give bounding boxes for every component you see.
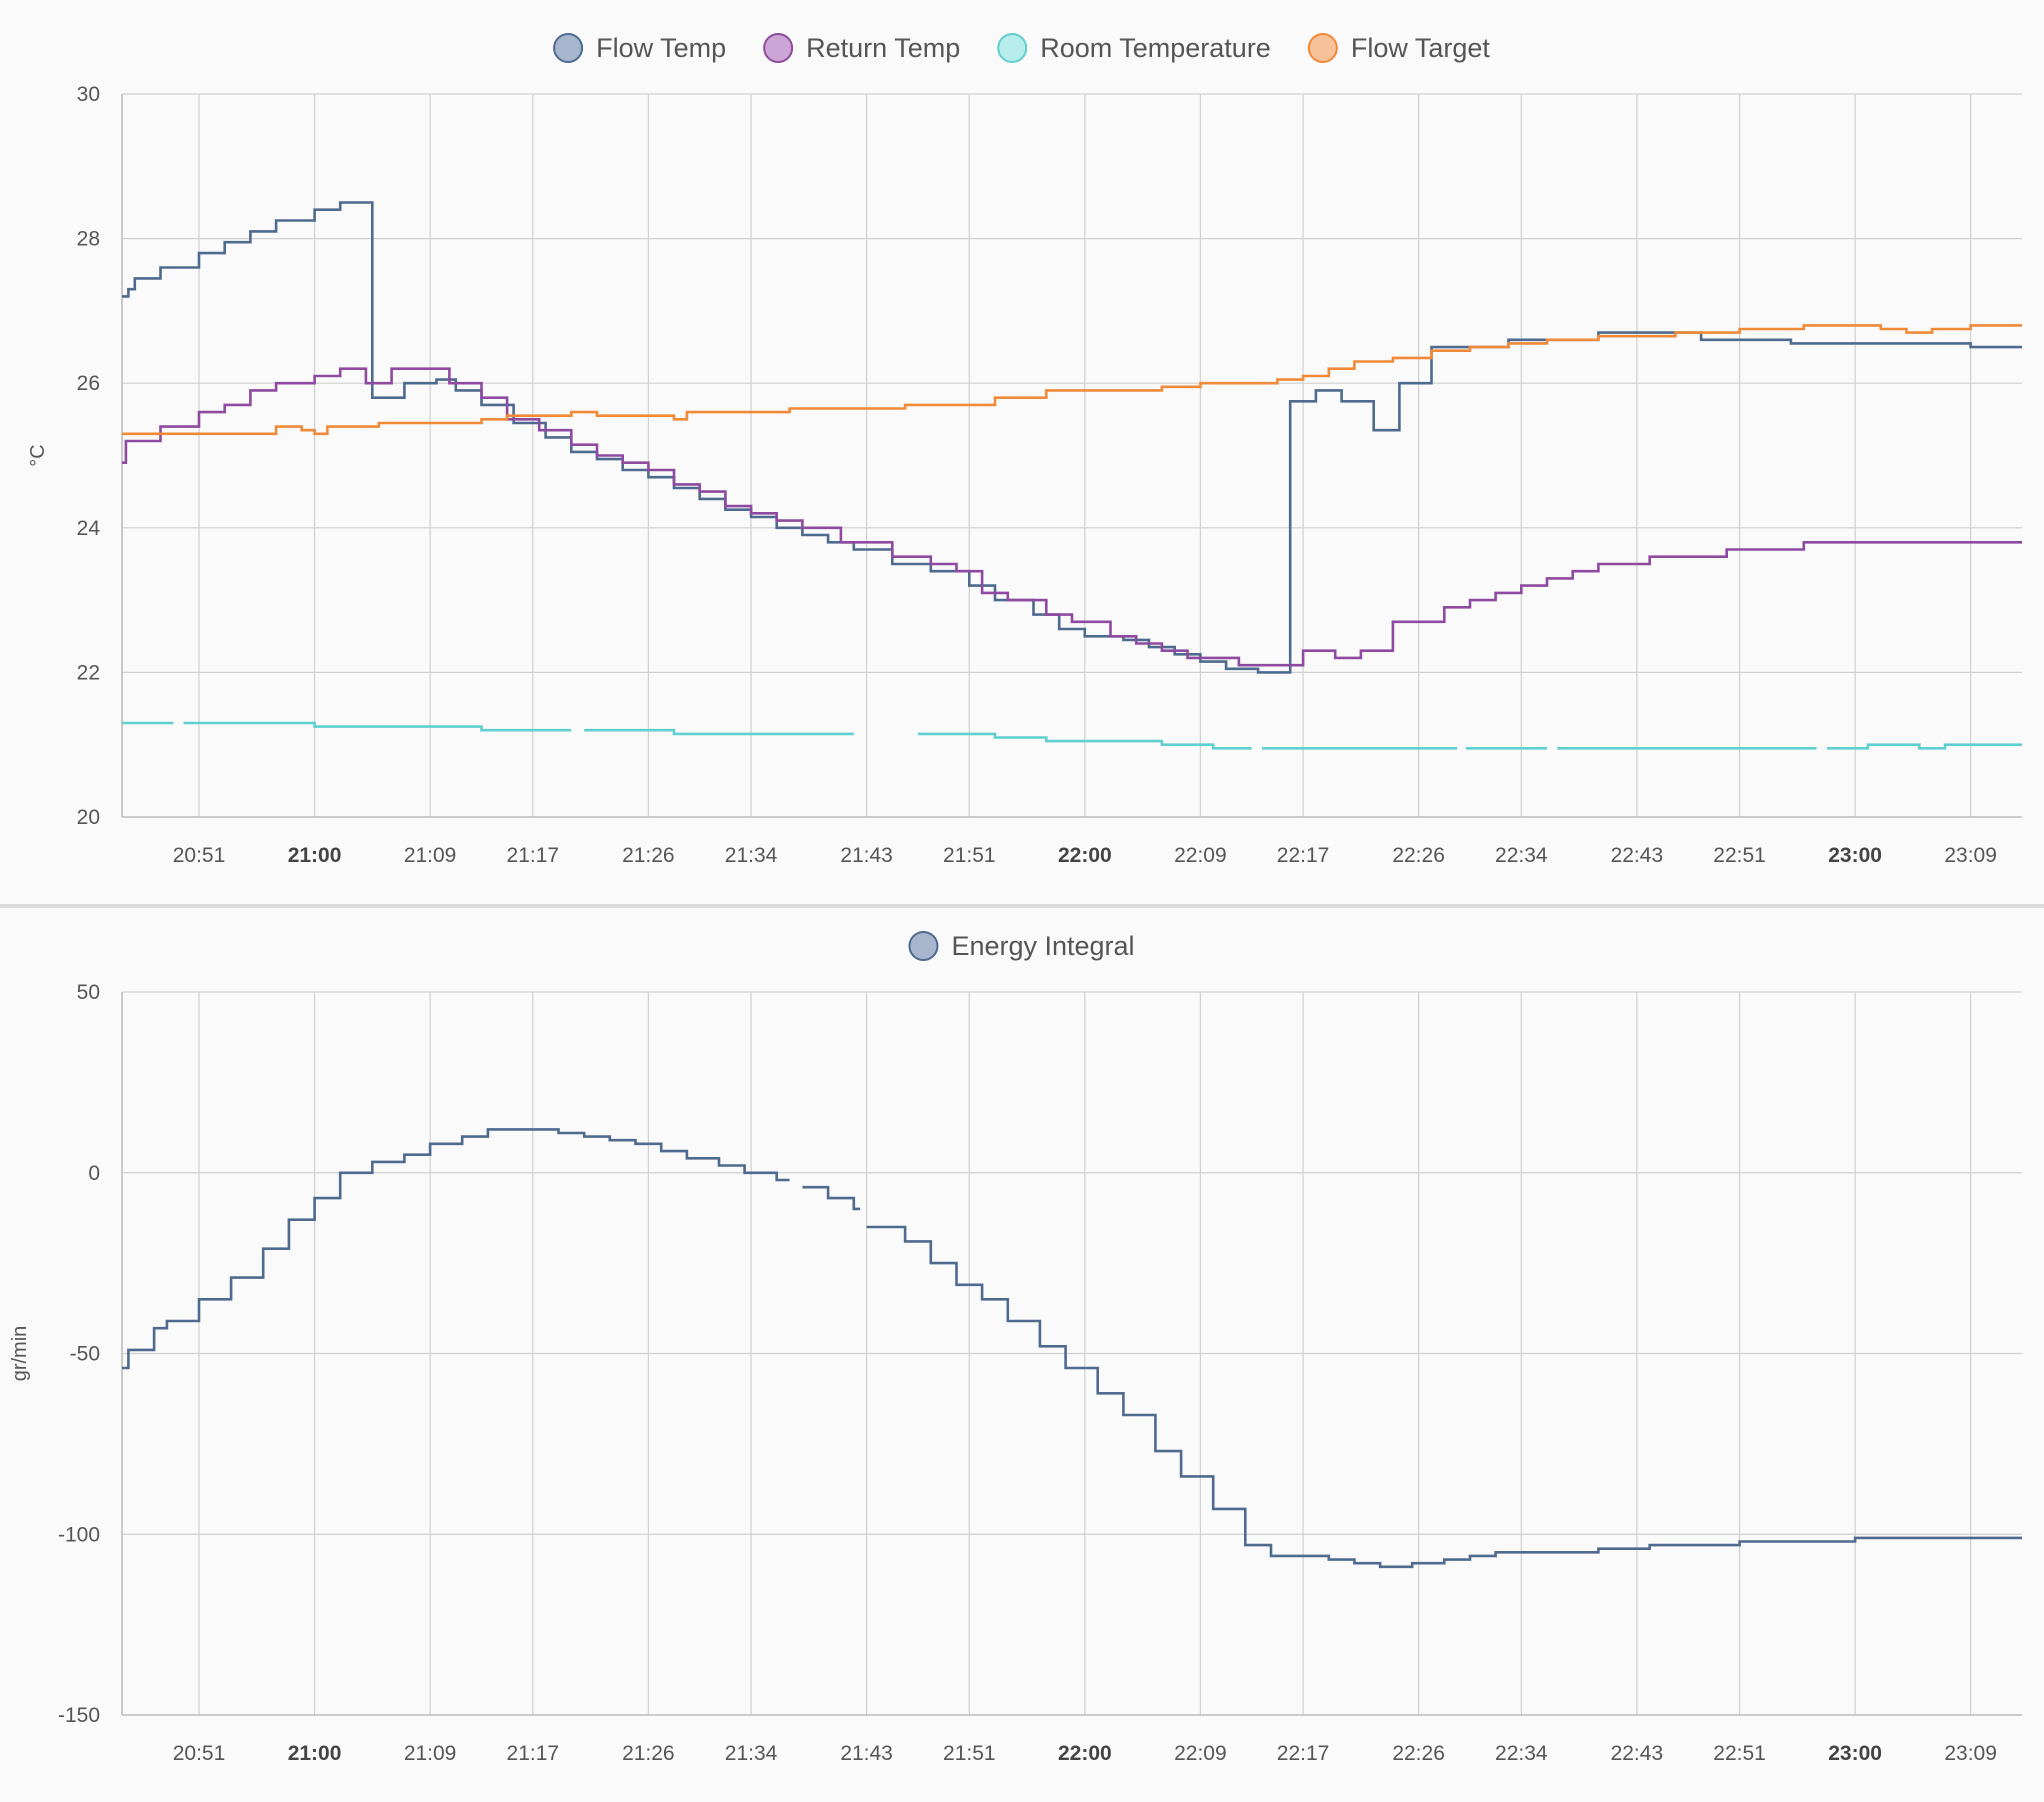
y-tick-label: 20 xyxy=(77,806,100,829)
y-tick-label: -100 xyxy=(58,1523,100,1546)
legend-marker xyxy=(1307,33,1338,63)
series-line-flow-target xyxy=(122,324,2022,436)
x-tick-label: 22:09 xyxy=(1174,1742,1227,1765)
y-tick-label: -50 xyxy=(70,1343,100,1366)
x-tick-label: 23:00 xyxy=(1828,844,1882,867)
x-tick-label: 22:51 xyxy=(1713,844,1766,867)
x-tick-label: 22:26 xyxy=(1392,1742,1445,1765)
legend: Flow Temp Return Temp Room Temperature Flow… xyxy=(553,33,1491,63)
x-tick-label: 22:43 xyxy=(1611,1742,1664,1765)
x-tick-label: 23:00 xyxy=(1828,1742,1882,1765)
y-tick-label: 30 xyxy=(77,83,100,106)
x-tick-label: 22:51 xyxy=(1713,1742,1766,1765)
x-tick-label: 22:17 xyxy=(1277,844,1330,867)
x-tick-label: 21:26 xyxy=(622,1742,675,1765)
x-tick-label: 21:09 xyxy=(404,1742,457,1765)
legend-marker xyxy=(553,33,584,63)
y-axis-title: gr/min xyxy=(9,1326,31,1382)
legend-label: Return Temp xyxy=(806,33,960,63)
x-tick-label: 22:00 xyxy=(1058,844,1112,867)
x-tick-label: 21:43 xyxy=(840,1742,893,1765)
x-tick-label: 20:51 xyxy=(173,844,226,867)
legend-label: Flow Target xyxy=(1351,33,1491,63)
legend-item-room-temperature[interactable]: Room Temperature xyxy=(997,33,1271,63)
x-tick-label: 21:00 xyxy=(288,1742,342,1765)
temperature-chart: 20:51 21:00 21:09 21:17 21:26 21:34 21:43 21:51… xyxy=(27,33,2022,867)
y-tick-label: 0 xyxy=(88,1162,100,1185)
y-tick-label: 28 xyxy=(77,228,100,251)
y-tick-label: 50 xyxy=(77,981,100,1004)
legend-item-flow-temp[interactable]: Flow Temp xyxy=(553,33,726,63)
x-tick-label: 22:26 xyxy=(1392,844,1445,867)
x-tick-label: 22:17 xyxy=(1277,1742,1330,1765)
energy-integral-chart: 20:51 21:00 21:09 21:17 21:26 21:34 21:43 21:51… xyxy=(9,931,2022,1765)
x-tick-label: 21:00 xyxy=(288,844,342,867)
series-line-energy-integral xyxy=(122,1128,2022,1569)
x-tick-label: 21:17 xyxy=(507,1742,560,1765)
x-tick-label: 22:00 xyxy=(1058,1742,1112,1765)
x-tick-label: 21:34 xyxy=(725,844,778,867)
x-tick-label: 21:34 xyxy=(725,1742,778,1765)
legend-item-return-temp[interactable]: Return Temp xyxy=(763,33,960,63)
legend-marker xyxy=(908,931,939,961)
y-tick-label: 22 xyxy=(77,661,100,684)
legend-marker xyxy=(763,33,794,63)
legend-item-flow-target[interactable]: Flow Target xyxy=(1307,33,1491,63)
x-tick-label: 22:34 xyxy=(1495,1742,1548,1765)
x-tick-label: 21:51 xyxy=(943,1742,996,1765)
y-tick-label: -150 xyxy=(58,1704,100,1727)
legend: Energy Integral xyxy=(908,931,1135,961)
x-tick-label: 22:09 xyxy=(1174,844,1227,867)
legend-label: Room Temperature xyxy=(1040,33,1271,63)
legend-label: Flow Temp xyxy=(596,33,726,63)
legend-marker xyxy=(997,33,1028,63)
x-tick-label: 21:09 xyxy=(404,844,457,867)
x-tick-label: 20:51 xyxy=(173,1742,226,1765)
y-tick-label: 26 xyxy=(77,372,100,395)
series-line-flow-temp xyxy=(122,201,2022,674)
x-tick-label: 23:09 xyxy=(1944,844,1997,867)
y-tick-label: 24 xyxy=(77,517,101,540)
x-tick-label: 22:43 xyxy=(1611,844,1664,867)
legend-item-energy-integral[interactable]: Energy Integral xyxy=(908,931,1135,961)
y-axis-title: °C xyxy=(27,444,49,466)
series-line-return-temp xyxy=(122,367,2022,667)
x-tick-label: 21:17 xyxy=(507,844,560,867)
legend-label: Energy Integral xyxy=(951,931,1134,961)
x-tick-label: 23:09 xyxy=(1944,1742,1997,1765)
x-tick-label: 22:34 xyxy=(1495,844,1548,867)
x-tick-label: 21:26 xyxy=(622,844,675,867)
series-line-room-temperature xyxy=(122,721,2022,750)
x-tick-label: 21:51 xyxy=(943,844,996,867)
x-tick-label: 21:43 xyxy=(840,844,893,867)
